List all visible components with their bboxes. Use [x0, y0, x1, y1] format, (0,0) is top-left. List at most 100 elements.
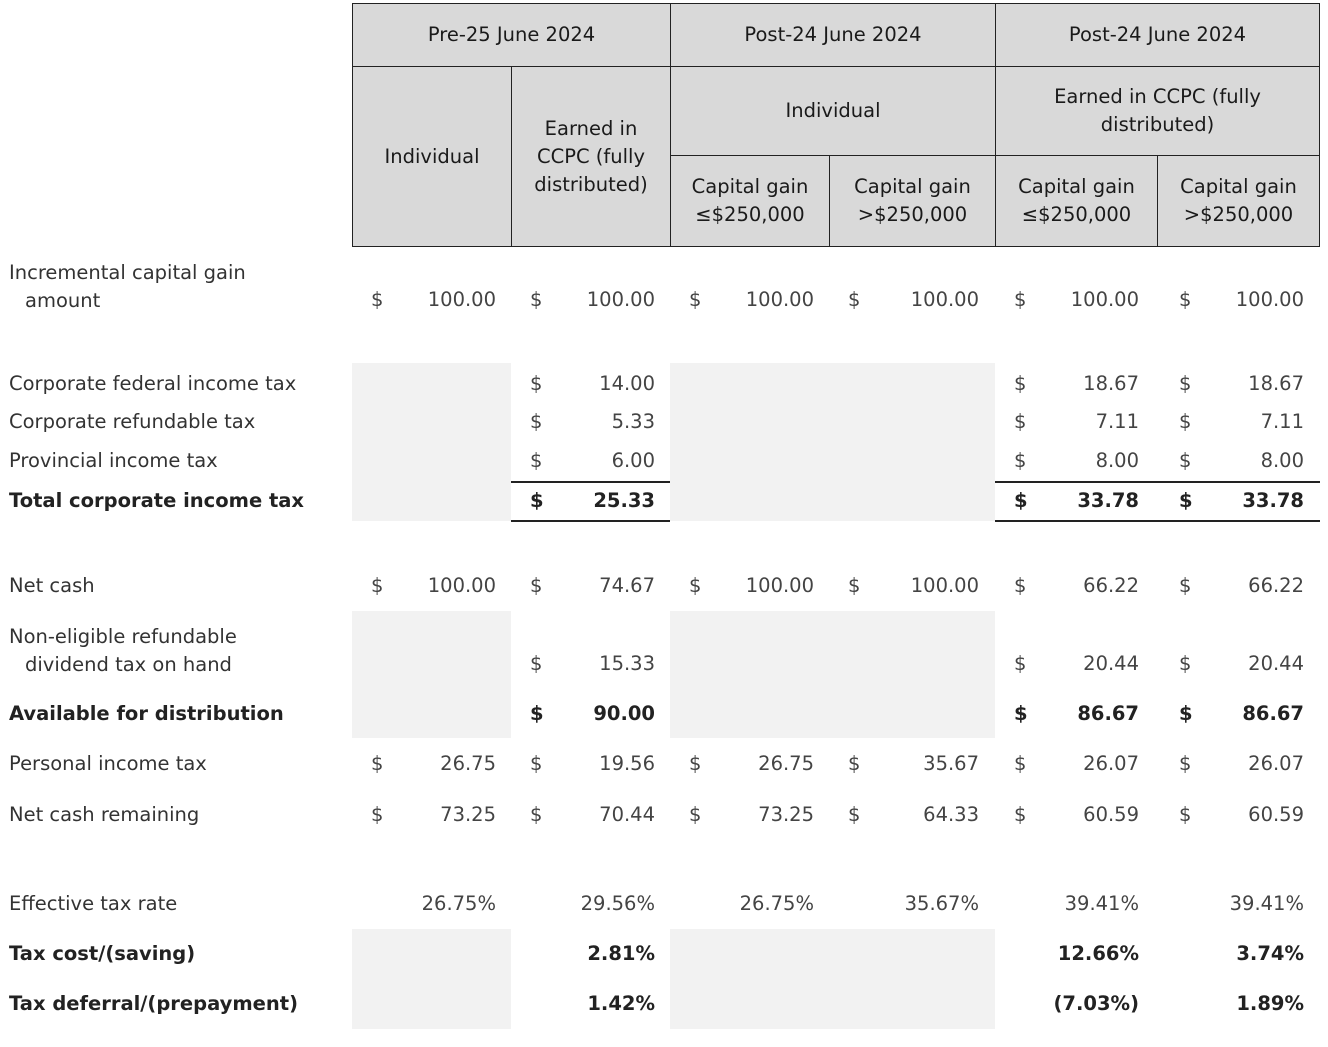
currency-symbol: $ [1014, 574, 1027, 597]
total-rule-top [511, 481, 670, 483]
row-label: Personal income tax [9, 750, 207, 778]
currency-symbol: $ [530, 752, 543, 775]
cell-value: 39.41% [1229, 892, 1304, 915]
row-label: Non-eligible refundable dividend tax on h… [9, 623, 237, 679]
row-label: Tax deferral/(prepayment) [9, 990, 298, 1018]
cell-value: 64.33 [923, 803, 979, 826]
currency-symbol: $ [1014, 410, 1027, 433]
row-label-line: Corporate federal income tax [9, 372, 297, 395]
header-sub-individual-gt: Capital gain >$250,000 [829, 155, 996, 247]
row-label-line: Tax cost/(saving) [9, 942, 196, 965]
row-label-line: Effective tax rate [9, 892, 178, 915]
row-label: Tax cost/(saving) [9, 940, 195, 968]
row-label-line: Corporate refundable tax [9, 410, 256, 433]
cell-value: 18.67 [1248, 372, 1304, 395]
header-sub-individual-le: Capital gain ≤$250,000 [670, 155, 830, 247]
cell-value: 74.67 [599, 574, 655, 597]
cell-value: 70.44 [599, 803, 655, 826]
shade-cost-individual [352, 929, 511, 1029]
cell-value: 1.89% [1236, 992, 1304, 1015]
currency-symbol: $ [1179, 752, 1192, 775]
currency-symbol: $ [530, 489, 544, 512]
cell-value: 60.59 [1083, 803, 1139, 826]
header-pre-ccpc: Earned in CCPC (fully distributed) [511, 66, 671, 247]
cell-value: 100.00 [586, 288, 655, 311]
cell-value: 35.67% [904, 892, 979, 915]
row-label: Total corporate income tax [9, 487, 304, 515]
shade-dist-individual [352, 611, 511, 738]
row-label: Effective tax rate [9, 890, 177, 918]
cell-value: 25.33 [593, 489, 655, 512]
header-group-post-ccpc: Post-24 June 2024 [995, 3, 1320, 67]
currency-symbol: $ [1014, 803, 1027, 826]
cell-value: 1.42% [587, 992, 655, 1015]
cell-value: 39.41% [1064, 892, 1139, 915]
currency-symbol: $ [1179, 288, 1192, 311]
shade-dist-post-individual [670, 611, 995, 738]
cell-value: 26.75% [739, 892, 814, 915]
currency-symbol: $ [1179, 410, 1192, 433]
cell-value: 15.33 [599, 652, 655, 675]
cell-value: 5.33 [611, 410, 655, 433]
cell-value: 20.44 [1248, 652, 1304, 675]
cell-value: (7.03%) [1053, 992, 1139, 1015]
currency-symbol: $ [1014, 752, 1027, 775]
cell-value: 8.00 [1095, 449, 1139, 472]
currency-symbol: $ [371, 803, 384, 826]
row-label: Available for distribution [9, 700, 284, 728]
cell-value: 26.75 [758, 752, 814, 775]
currency-symbol: $ [689, 803, 702, 826]
cell-value: 35.67 [923, 752, 979, 775]
currency-symbol: $ [530, 652, 543, 675]
currency-symbol: $ [1179, 652, 1192, 675]
currency-symbol: $ [530, 372, 543, 395]
currency-symbol: $ [530, 702, 544, 725]
total-rule-bottom [995, 520, 1320, 522]
row-label-line: Net cash remaining [9, 803, 200, 826]
cell-value: 18.67 [1083, 372, 1139, 395]
cell-value: 2.81% [587, 942, 655, 965]
cell-value: 86.67 [1242, 702, 1304, 725]
currency-symbol: $ [1179, 372, 1192, 395]
cell-value: 3.74% [1236, 942, 1304, 965]
cell-value: 19.56 [599, 752, 655, 775]
currency-symbol: $ [1014, 489, 1028, 512]
cell-value: 33.78 [1077, 489, 1139, 512]
cell-value: 60.59 [1248, 803, 1304, 826]
cell-value: 26.07 [1083, 752, 1139, 775]
header-post-individual: Individual [670, 66, 996, 156]
total-rule-bottom [511, 520, 670, 522]
row-label-line: dividend tax on hand [25, 653, 232, 676]
currency-symbol: $ [1179, 489, 1193, 512]
row-label-line: Net cash [9, 574, 95, 597]
cell-value: 7.11 [1260, 410, 1304, 433]
cell-value: 100.00 [1235, 288, 1304, 311]
row-label-line: Provincial income tax [9, 449, 218, 472]
cell-value: 8.00 [1260, 449, 1304, 472]
currency-symbol: $ [1179, 449, 1192, 472]
shade-corp-individual [352, 363, 511, 521]
cell-value: 100.00 [745, 288, 814, 311]
row-label: Provincial income tax [9, 447, 218, 475]
cell-value: 100.00 [427, 288, 496, 311]
row-label: Net cash remaining [9, 801, 199, 829]
cell-value: 33.78 [1242, 489, 1304, 512]
cell-value: 14.00 [599, 372, 655, 395]
header-post-ccpc: Earned in CCPC (fully distributed) [995, 66, 1320, 156]
cell-value: 73.25 [440, 803, 496, 826]
currency-symbol: $ [530, 574, 543, 597]
cell-value: 29.56% [580, 892, 655, 915]
cell-value: 100.00 [745, 574, 814, 597]
shade-corp-post-individual [670, 363, 995, 521]
cell-value: 12.66% [1057, 942, 1139, 965]
row-label-line: Tax deferral/(prepayment) [9, 992, 299, 1015]
cell-value: 26.75% [421, 892, 496, 915]
header-sub-ccpc-le: Capital gain ≤$250,000 [995, 155, 1158, 247]
row-label: Corporate refundable tax [9, 408, 255, 436]
currency-symbol: $ [1179, 574, 1192, 597]
currency-symbol: $ [1014, 372, 1027, 395]
currency-symbol: $ [1014, 652, 1027, 675]
row-label-line: Incremental capital gain [9, 261, 246, 284]
currency-symbol: $ [371, 574, 384, 597]
currency-symbol: $ [371, 752, 384, 775]
